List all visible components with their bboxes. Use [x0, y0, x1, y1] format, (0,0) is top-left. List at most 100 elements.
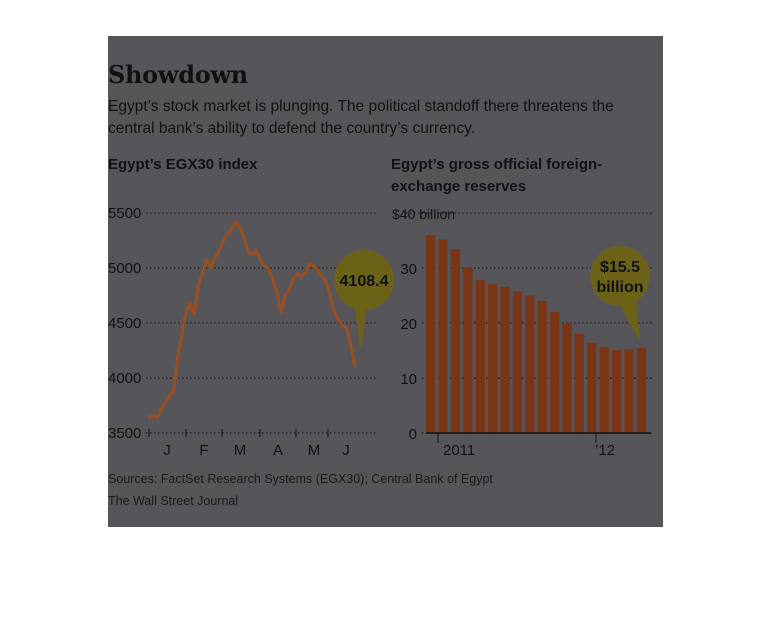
reserves-bar	[611, 349, 622, 433]
reserves-y-tick-label: 30	[400, 261, 417, 278]
reserves-bar	[450, 249, 461, 433]
egx-data-point	[242, 235, 246, 239]
egx-data-point	[316, 268, 320, 272]
egx-data-point	[197, 283, 200, 286]
reserves-bar	[549, 312, 560, 433]
reserves-callout: $15.5 billion	[590, 246, 650, 342]
egx-data-point	[172, 389, 176, 393]
egx-data-point	[250, 253, 254, 257]
egx-x-tick-label: J	[342, 442, 350, 459]
reserves-bar	[537, 301, 547, 433]
egx-data-point	[221, 239, 225, 242]
egx-data-point	[283, 294, 287, 297]
reserves-bar	[475, 280, 485, 433]
reserves-chart-title: Egypt’s gross official foreign-exchange …	[391, 156, 603, 195]
egx-data-point	[159, 407, 163, 411]
egx-series-line	[148, 220, 357, 420]
egx-data-point	[230, 228, 233, 231]
egx-data-point	[151, 414, 155, 417]
reserves-bar	[574, 334, 585, 433]
reserves-callout-bubble	[590, 246, 650, 306]
egx-data-point	[262, 264, 266, 268]
egx-data-point	[304, 271, 307, 274]
reserves-x-axis: 2011 ’12	[437, 433, 615, 459]
reserves-bar	[636, 347, 646, 433]
egx-x-tick-label: J	[163, 442, 171, 459]
egx-data-point	[217, 250, 221, 253]
egx-callout-bubble	[334, 250, 394, 310]
egx-data-point	[308, 262, 312, 265]
egx-callout-label: 4108.4	[340, 273, 389, 290]
egx-y-tick-label: 3500	[108, 425, 141, 442]
reserves-callout-label: $15.5	[600, 259, 640, 276]
reserves-x-tick-label: 2011	[443, 442, 475, 459]
reserves-x-tick-label: ’12	[595, 442, 615, 459]
egx-data-point	[341, 323, 345, 327]
charts-canvas: 5500 5000 4500 4000 3500 J F M A M J 4108.4 $40 b…	[108, 205, 653, 459]
egx-data-point	[201, 272, 204, 275]
egx-data-point	[180, 332, 184, 336]
reserves-bar	[562, 323, 572, 433]
reserves-callout-label: billion	[596, 279, 643, 296]
egx-data-point	[184, 310, 188, 314]
reserves-bar	[500, 286, 510, 433]
egx-data-point	[188, 301, 192, 305]
egx-data-point	[209, 266, 213, 270]
reserves-y-tick-label: 20	[400, 316, 417, 333]
egx-data-point	[300, 274, 303, 278]
egx-data-point	[213, 255, 217, 259]
egx-data-point	[225, 233, 229, 237]
egx-data-point	[324, 279, 328, 283]
egx-data-point	[349, 343, 353, 347]
reserves-y-tick-label: 0	[409, 426, 417, 443]
egx-data-point	[353, 364, 357, 368]
egx-callout: 4108.4	[334, 250, 394, 352]
sources-note: Sources: FactSet Research Systems (EGX30…	[108, 472, 493, 486]
reserves-bar	[624, 349, 634, 433]
egx-data-point	[238, 224, 242, 228]
egx-data-point	[234, 220, 237, 224]
egx-series	[147, 220, 357, 420]
egx-data-point	[291, 277, 295, 281]
reserves-bar	[599, 346, 609, 433]
egx-data-point	[164, 400, 167, 404]
reserves-bar	[463, 268, 473, 433]
egx-y-tick-label: 4500	[108, 315, 141, 332]
egx-data-point	[271, 277, 274, 281]
reserves-bar	[487, 283, 498, 433]
egx-data-point	[295, 272, 299, 275]
egx-data-point	[267, 266, 270, 270]
egx-y-tick-label: 5000	[108, 260, 141, 277]
egx-data-point	[205, 257, 209, 261]
egx-data-point	[312, 264, 316, 268]
reserves-y-tick-label: 10	[400, 371, 417, 388]
reserves-bar	[426, 235, 436, 433]
egx-grid	[146, 212, 378, 434]
reserves-y-axis: $40 billion 30 20 10 0	[392, 206, 455, 443]
egx-x-tick-label: M	[234, 442, 247, 459]
egx-data-point	[176, 354, 180, 358]
chart-panel: 5500 5000 4500 4000 3500 J F M A M J 4108.4 $40 b…	[108, 36, 663, 527]
egx-x-tick-label: A	[273, 442, 283, 459]
egx-data-point	[333, 310, 336, 314]
egx-data-point	[279, 310, 283, 314]
egx-data-point	[246, 250, 250, 253]
egx-data-point	[192, 312, 196, 316]
reserves-bar	[438, 239, 448, 433]
egx-data-point	[147, 416, 151, 419]
reserves-callout-pointer	[618, 300, 640, 342]
egx-data-point	[337, 319, 340, 323]
egx-x-tick-label: F	[199, 442, 208, 459]
reserves-bars	[426, 235, 651, 434]
egx-data-point	[345, 327, 349, 330]
egx-data-point	[287, 288, 291, 292]
egx-data-point	[328, 294, 332, 297]
egx-data-point	[155, 416, 159, 419]
egx-data-point	[320, 275, 324, 279]
egx-data-point	[275, 290, 279, 294]
reserves-unit-label: $40 billion	[392, 206, 455, 222]
egx-callout-pointer	[353, 297, 368, 352]
egx-y-tick-label: 4000	[108, 370, 141, 387]
credit-line: The Wall Street Journal	[108, 494, 239, 508]
